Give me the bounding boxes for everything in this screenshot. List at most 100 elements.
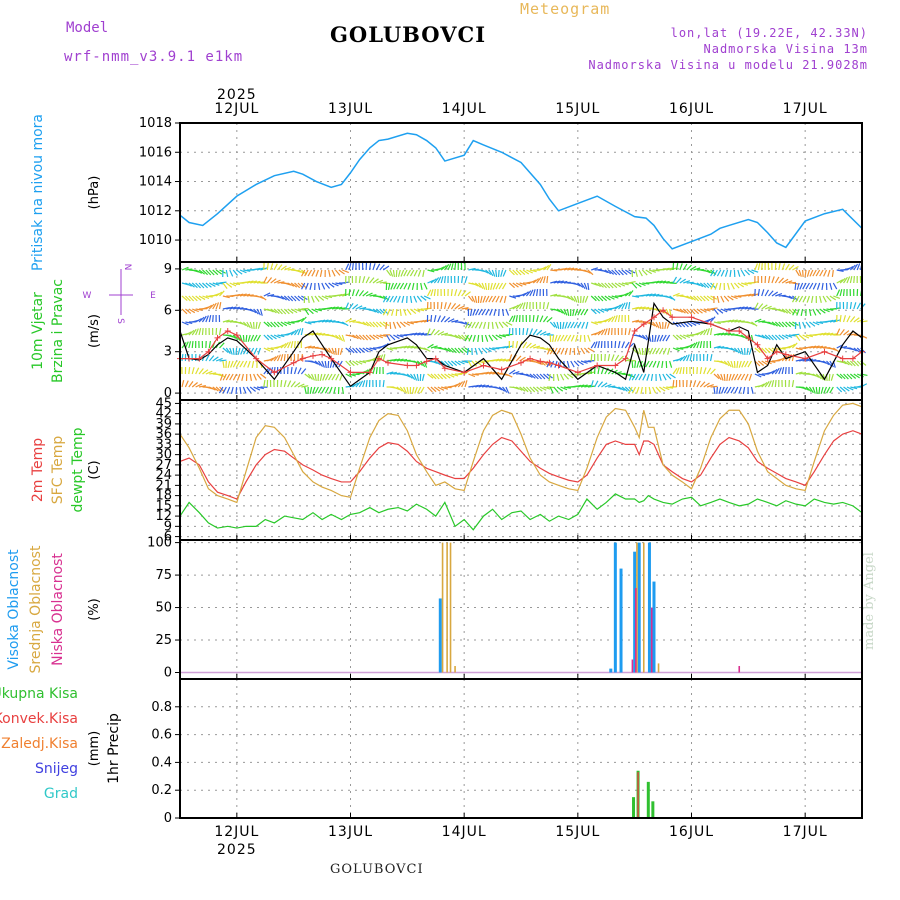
- y-tick-label: 1014: [139, 175, 172, 190]
- wind-arrow: [505, 373, 513, 378]
- temp-sfc-line: [179, 402, 863, 504]
- wind-arrow: [816, 332, 824, 336]
- wind-arrow: [611, 269, 618, 276]
- wind-arrow: [566, 373, 574, 379]
- wind-arrow: [230, 386, 234, 394]
- wind-arrow: [816, 321, 824, 325]
- wind-arrow: [730, 295, 738, 300]
- y-tick-label: 27: [155, 458, 172, 473]
- wind-arrow: [437, 315, 442, 323]
- wind-arrow: [710, 282, 715, 290]
- wind-arrow: [293, 340, 296, 349]
- wind-arrow: [232, 373, 238, 381]
- wind-arrow: [754, 373, 762, 378]
- wind-arrow: [331, 282, 339, 287]
- wind-arrow: [816, 282, 821, 290]
- wind-arrow: [664, 321, 667, 329]
- wind-arrow: [689, 354, 693, 362]
- wind-arrow: [856, 302, 862, 310]
- wind-arrow: [375, 263, 381, 271]
- wind-arrow: [266, 357, 274, 362]
- gust-marker: [309, 352, 316, 359]
- wind-arrow: [365, 379, 368, 388]
- wind-arrow: [225, 373, 231, 381]
- bottom-day-label: 12JUL: [214, 824, 259, 840]
- wind-arrow: [850, 347, 857, 352]
- wind-arrow: [515, 282, 523, 287]
- wind-arrow: [332, 360, 337, 368]
- wind-arrow: [222, 347, 229, 353]
- wind-arrow: [321, 386, 326, 394]
- wind-arrow: [433, 277, 440, 284]
- wind-arrow: [532, 314, 535, 323]
- panel-frame: [179, 122, 863, 263]
- wind-arrow: [724, 308, 732, 311]
- wind-arrow: [737, 373, 742, 381]
- wind-arrow: [768, 334, 774, 341]
- wind-arrow: [628, 280, 636, 284]
- wind-arrow: [471, 282, 479, 287]
- wind-arrow: [764, 305, 772, 310]
- wind-arrow: [488, 295, 493, 303]
- wind-arrow: [345, 373, 353, 378]
- wind-arrow: [652, 293, 660, 297]
- wind-arrow: [550, 293, 558, 297]
- wind-arrow: [328, 347, 334, 355]
- gust-marker: [555, 362, 562, 369]
- wind-arrow: [791, 379, 795, 388]
- wind-arrow: [410, 308, 417, 315]
- wind-arrow: [411, 282, 415, 290]
- wind-arrow: [315, 269, 319, 277]
- wind-arrow: [579, 334, 582, 343]
- wind-arrow: [339, 347, 343, 355]
- wind-arrow: [800, 308, 804, 316]
- wind-arrow: [466, 347, 470, 356]
- wind-arrow: [804, 269, 807, 278]
- wind-arrow: [294, 308, 302, 313]
- wind-arrow: [590, 321, 598, 325]
- wind-arrow: [552, 334, 555, 343]
- wind-arrow: [569, 347, 572, 356]
- wind-arrow: [321, 319, 329, 323]
- wind-arrow: [597, 366, 600, 375]
- wind-arrow: [727, 360, 732, 368]
- wind-arrow: [533, 360, 540, 365]
- wind-arrow: [573, 321, 579, 329]
- wind-arrow: [577, 282, 584, 288]
- wind-arrow: [733, 347, 740, 354]
- wind-arrow: [655, 347, 660, 355]
- wind-arrow: [733, 282, 740, 289]
- wind-arrow: [218, 386, 224, 394]
- wind-arrow: [699, 282, 707, 288]
- wind-arrow: [301, 269, 306, 277]
- wind-arrow: [723, 295, 730, 302]
- wind-arrow: [634, 269, 638, 277]
- wind-arrow: [761, 262, 763, 271]
- wind-arrow: [184, 380, 189, 388]
- wind-arrow: [655, 280, 663, 284]
- y-tick-label: 36: [155, 427, 172, 442]
- pressure-line: [179, 132, 863, 250]
- cloud-bar-visoka: [647, 542, 651, 673]
- wind-arrow: [791, 342, 798, 349]
- wind-arrow: [669, 295, 676, 301]
- wind-arrow: [491, 334, 498, 341]
- wind-arrow: [679, 334, 687, 340]
- wind-arrow: [181, 380, 185, 388]
- gust-marker: [498, 366, 505, 373]
- wind-arrow: [656, 334, 660, 342]
- wind-arrow: [532, 386, 539, 393]
- wind-arrow: [618, 269, 624, 276]
- wind-arrow: [558, 360, 562, 369]
- gust-marker: [404, 362, 411, 369]
- gust-marker: [669, 314, 676, 321]
- gust-marker: [660, 307, 667, 314]
- wind-arrow: [699, 295, 706, 302]
- bottom-day-label: 17JUL: [783, 824, 828, 840]
- cloud-bar-visoka: [652, 581, 656, 673]
- wind-arrow: [492, 358, 500, 362]
- wind-arrow: [212, 386, 219, 392]
- wind-arrow: [836, 279, 844, 284]
- wind-arrow: [437, 276, 442, 284]
- wind-arrow: [624, 302, 628, 310]
